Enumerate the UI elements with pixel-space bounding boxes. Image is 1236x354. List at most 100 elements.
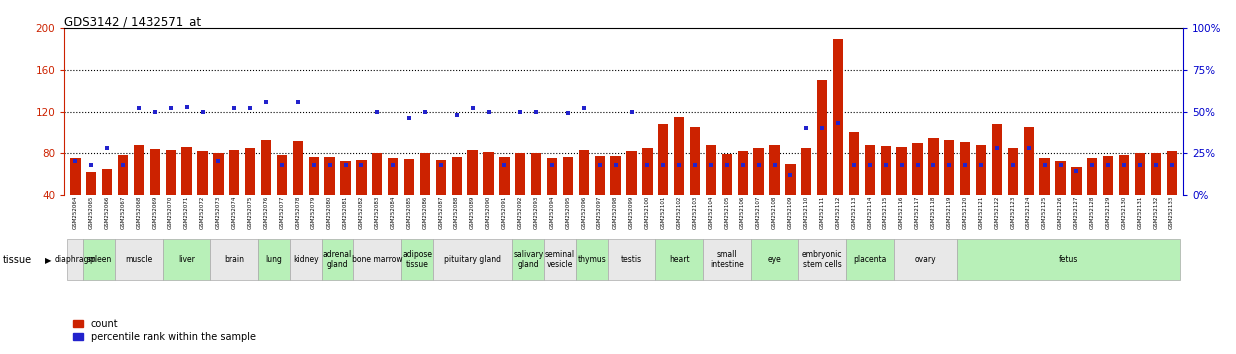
Bar [483,152,493,195]
Bar [133,145,145,195]
FancyBboxPatch shape [83,239,115,280]
Bar [801,148,812,195]
Text: seminal
vesicle: seminal vesicle [545,250,575,269]
Bar [785,164,796,195]
FancyBboxPatch shape [894,239,957,280]
Bar [976,145,986,195]
Bar [546,158,557,195]
Bar [261,139,271,195]
Bar [372,153,382,195]
Bar [674,117,685,195]
Text: placenta: placenta [853,255,886,264]
Bar [515,153,525,195]
Bar [1088,158,1098,195]
Bar [404,159,414,195]
Bar [87,172,96,195]
Bar [817,80,827,195]
Text: eye: eye [768,255,781,264]
Bar [849,132,859,195]
Bar [706,145,716,195]
Bar [340,161,351,195]
Text: salivary
gland: salivary gland [513,250,544,269]
Bar [578,150,590,195]
Bar [435,160,446,195]
Bar [928,137,938,195]
Bar [1072,167,1082,195]
Bar [229,150,240,195]
Bar [70,158,80,195]
Text: ▶: ▶ [44,256,51,265]
Bar [1039,158,1049,195]
Bar [166,150,176,195]
Bar [833,39,843,195]
Bar [912,143,922,195]
Bar [245,148,256,195]
Bar [451,157,462,195]
FancyBboxPatch shape [68,239,83,280]
FancyBboxPatch shape [544,239,576,280]
Bar [738,151,748,195]
FancyBboxPatch shape [353,239,402,280]
Text: small
intestine: small intestine [709,250,744,269]
Text: diaphragm: diaphragm [54,255,96,264]
Bar [658,124,669,195]
Bar [1023,127,1033,195]
FancyBboxPatch shape [513,239,544,280]
Bar [388,158,398,195]
Bar [944,139,954,195]
Bar [880,146,891,195]
Text: lung: lung [266,255,283,264]
Text: adipose
tissue: adipose tissue [402,250,433,269]
Text: ovary: ovary [915,255,936,264]
FancyBboxPatch shape [290,239,321,280]
Bar [960,142,970,195]
FancyBboxPatch shape [608,239,655,280]
FancyBboxPatch shape [703,239,750,280]
Bar [198,151,208,195]
FancyBboxPatch shape [210,239,258,280]
Bar [1103,156,1114,195]
Text: heart: heart [669,255,690,264]
Legend: count, percentile rank within the sample: count, percentile rank within the sample [69,315,260,346]
Bar [1119,155,1130,195]
FancyBboxPatch shape [163,239,210,280]
Bar [722,154,732,195]
FancyBboxPatch shape [957,239,1179,280]
Text: tissue: tissue [2,255,32,265]
Bar [991,124,1002,195]
Bar [1056,161,1065,195]
Text: embryonic
stem cells: embryonic stem cells [802,250,843,269]
Bar [1007,148,1018,195]
Bar [754,148,764,195]
FancyBboxPatch shape [576,239,608,280]
FancyBboxPatch shape [750,239,798,280]
Bar [896,147,907,195]
Text: GDS3142 / 1432571_at: GDS3142 / 1432571_at [64,15,201,28]
Bar [277,155,287,195]
Bar [690,127,701,195]
Text: bone marrow: bone marrow [352,255,403,264]
Text: thymus: thymus [577,255,606,264]
Bar [1151,153,1161,195]
FancyBboxPatch shape [402,239,433,280]
FancyBboxPatch shape [115,239,163,280]
Text: pituitary gland: pituitary gland [444,255,501,264]
FancyBboxPatch shape [655,239,703,280]
Bar [611,156,620,195]
Bar [214,153,224,195]
Bar [769,145,780,195]
Text: brain: brain [224,255,245,264]
Bar [627,151,637,195]
Bar [531,153,541,195]
Text: spleen: spleen [87,255,111,264]
Text: testis: testis [620,255,641,264]
Bar [499,157,509,195]
FancyBboxPatch shape [845,239,894,280]
FancyBboxPatch shape [321,239,353,280]
Bar [643,148,653,195]
Bar [865,145,875,195]
Bar [467,150,478,195]
Bar [309,157,319,195]
Bar [1135,153,1145,195]
Bar [150,149,159,195]
